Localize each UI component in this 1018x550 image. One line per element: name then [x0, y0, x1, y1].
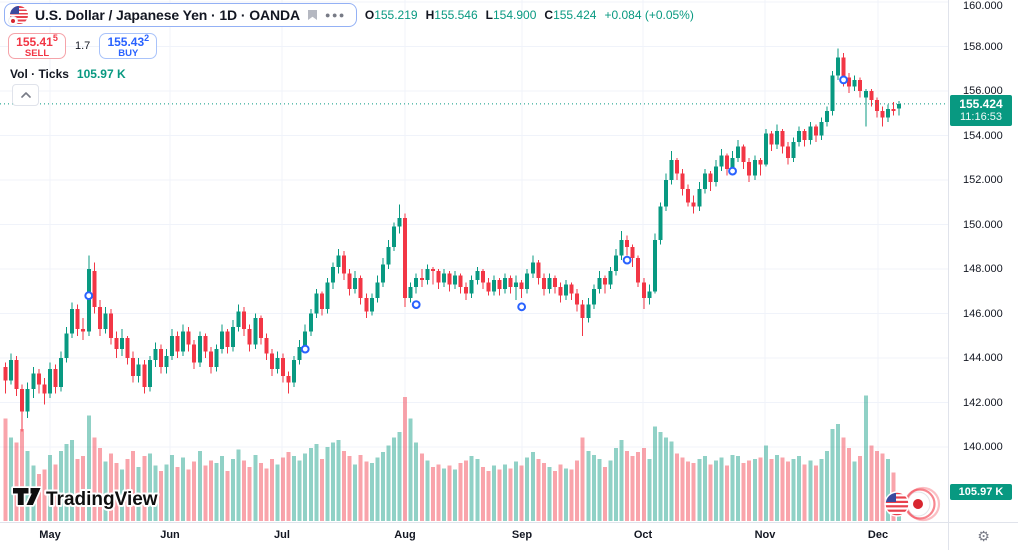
grid: [0, 0, 948, 522]
month-label: Oct: [633, 529, 653, 541]
price-tick-label: 158.000: [963, 40, 1003, 53]
axis-horizontal-separator: [0, 522, 1018, 523]
buy-button[interactable]: 155.432 BUY: [99, 33, 158, 59]
tradingview-watermark[interactable]: TradingView: [10, 482, 200, 514]
event-marker[interactable]: [517, 302, 527, 312]
more-options-icon[interactable]: ●●●: [325, 10, 346, 20]
axis-vertical-separator: [948, 0, 949, 550]
time-axis[interactable]: May Jun Jul Aug Sep Oct Nov Dec: [0, 523, 948, 550]
price-tick-label: 144.000: [963, 352, 1003, 364]
spread-value: 1.7: [75, 40, 91, 52]
ohlc-values: O155.219 H155.546 L154.900 C155.424 +0.0…: [364, 8, 694, 22]
chevron-up-icon: [20, 92, 31, 98]
event-marker[interactable]: [622, 255, 632, 265]
month-label: May: [39, 529, 61, 541]
price-tick-label: 152.000: [963, 174, 1003, 186]
price-tick-label: 142.000: [963, 396, 1003, 409]
price-chart-pane[interactable]: [0, 0, 948, 522]
symbol-ripple-logo: [884, 486, 941, 522]
month-label: Jul: [274, 529, 290, 541]
event-marker[interactable]: [300, 344, 310, 354]
month-label: Jun: [160, 529, 180, 541]
axis-settings-corner: ⚙: [949, 523, 1018, 550]
price-tick-label: 154.000: [963, 129, 1003, 142]
price-tick-label: 146.000: [963, 307, 1003, 320]
flag-marker-icon[interactable]: [307, 9, 318, 21]
collapse-legend-button[interactable]: [12, 84, 39, 106]
event-marker[interactable]: [728, 166, 737, 176]
price-tick-label: 148.000: [963, 263, 1003, 275]
symbol-title: U.S. Dollar / Japanese Yen · 1D · OANDA: [35, 7, 301, 23]
volume-legend: Vol · Ticks 105.97 K: [10, 67, 126, 81]
symbol-button[interactable]: U.S. Dollar / Japanese Yen · 1D · OANDA …: [4, 3, 357, 27]
price-tick-label: 160.000: [963, 0, 1003, 12]
month-label: Aug: [394, 529, 416, 541]
month-label: Nov: [754, 529, 776, 541]
volume-series[interactable]: [3, 395, 902, 521]
price-tick-label: 156.000: [963, 85, 1003, 97]
price-tick-label: 150.000: [963, 218, 1003, 231]
svg-text:TradingView: TradingView: [46, 489, 158, 510]
last-price-label: 155.424 11:16:53: [950, 94, 1012, 126]
month-label: Sep: [511, 529, 533, 541]
event-marker[interactable]: [411, 300, 421, 310]
event-markers[interactable]: [84, 75, 848, 354]
volume-axis-label: 105.97 K: [950, 484, 1012, 501]
candlestick-series[interactable]: [3, 48, 902, 432]
sell-button[interactable]: 155.415 SELL: [8, 33, 66, 59]
event-marker[interactable]: [839, 75, 848, 85]
price-change: +0.084 (+0.05%): [604, 8, 694, 22]
chart-legend: U.S. Dollar / Japanese Yen · 1D · OANDA …: [4, 3, 694, 81]
price-tick-label: 140.000: [963, 441, 1003, 453]
volume-value: 105.97 K: [76, 67, 126, 81]
event-marker[interactable]: [84, 291, 94, 301]
bar-countdown: 11:16:53: [959, 110, 1002, 123]
price-axis[interactable]: 155.424 11:16:53 105.97 K 160.000 158.000…: [949, 0, 1018, 522]
gear-icon[interactable]: ⚙: [977, 528, 990, 545]
usdjpy-flag-icon: [8, 6, 28, 26]
month-label: Dec: [867, 529, 889, 541]
